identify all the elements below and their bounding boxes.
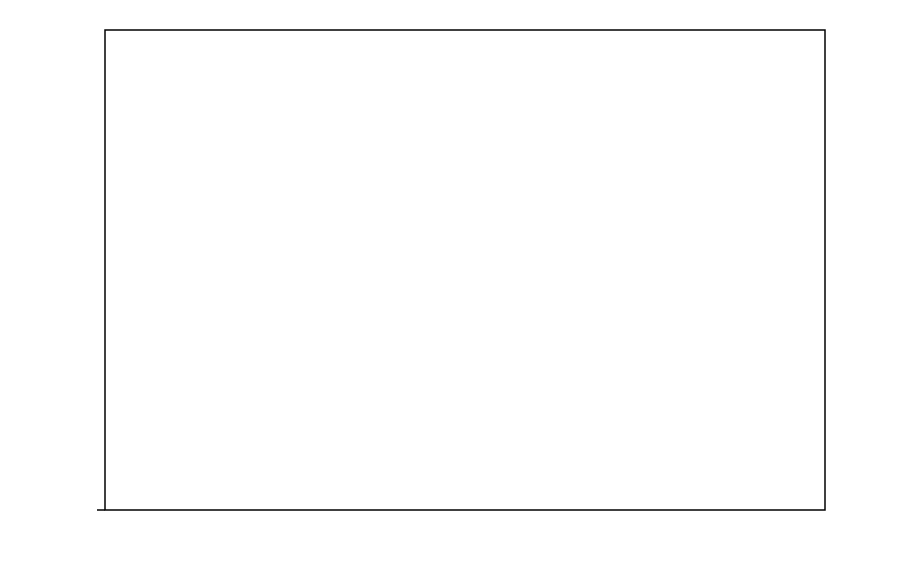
chart-background	[0, 0, 919, 581]
dual-axis-bar-chart	[0, 0, 919, 581]
